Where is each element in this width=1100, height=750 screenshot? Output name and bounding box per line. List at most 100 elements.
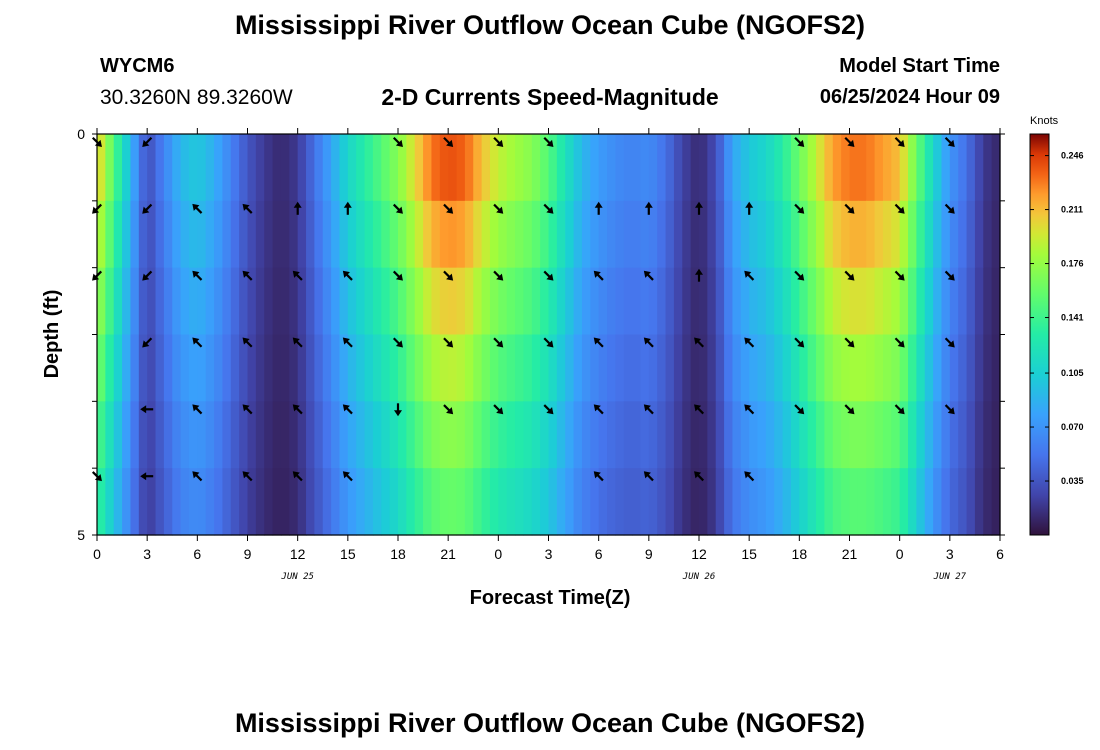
heatmap-cell xyxy=(398,401,407,469)
heatmap-cell xyxy=(757,267,767,336)
heatmap-cell xyxy=(306,200,315,269)
heatmap-cell xyxy=(657,468,667,536)
current-arrow xyxy=(192,337,203,348)
heatmap-cell xyxy=(197,267,207,336)
heatmap-cell xyxy=(573,267,583,336)
x-tick-label: 0 xyxy=(93,546,101,562)
current-arrow xyxy=(443,203,454,214)
heatmap-cell xyxy=(866,134,876,202)
heatmap-cell xyxy=(364,334,374,402)
heatmap-cell xyxy=(147,200,157,269)
heatmap-cell xyxy=(247,468,257,536)
heatmap-cell xyxy=(556,468,566,536)
heatmap-cell xyxy=(924,468,934,536)
heatmap-cell xyxy=(180,468,190,536)
arrow-head xyxy=(343,201,352,208)
x-tick-label: 15 xyxy=(741,546,757,562)
heatmap-cell xyxy=(180,334,190,402)
heatmap-cell xyxy=(774,267,784,336)
heatmap-cell xyxy=(264,267,274,336)
heatmap-cell xyxy=(188,334,198,402)
heatmap-cell xyxy=(607,468,616,536)
heatmap-cell xyxy=(556,134,566,202)
heatmap-cell xyxy=(205,200,215,269)
heatmap-cell xyxy=(406,334,416,402)
heatmap-cell xyxy=(214,468,224,536)
heatmap-cell xyxy=(548,134,558,202)
heatmap-cell xyxy=(247,267,257,336)
current-arrow xyxy=(192,471,203,482)
arrow-head xyxy=(847,407,855,415)
arrow-head xyxy=(292,471,300,479)
arrow-head xyxy=(847,340,855,348)
heatmap-cells xyxy=(97,134,1001,536)
colorbar-tick-label: 0.211 xyxy=(1061,205,1083,215)
heatmap-cell xyxy=(456,200,466,269)
heatmap-cell xyxy=(163,334,173,402)
heatmap-cell xyxy=(607,334,616,402)
arrow-head xyxy=(744,270,752,278)
heatmap-cell xyxy=(590,401,600,469)
heatmap-cell xyxy=(581,200,591,269)
arrow-head xyxy=(744,471,752,479)
heatmap-cell xyxy=(916,267,926,336)
heatmap-cell xyxy=(573,468,583,536)
heatmap-cell xyxy=(155,401,165,469)
current-arrow xyxy=(543,270,554,281)
heatmap-cell xyxy=(423,468,433,536)
heatmap-cell xyxy=(573,401,583,469)
current-arrow xyxy=(794,337,805,348)
heatmap-cell xyxy=(147,468,157,536)
arrow-head xyxy=(496,340,504,348)
heatmap-cell xyxy=(874,134,884,202)
heatmap-cell xyxy=(222,134,232,202)
heatmap-cell xyxy=(849,401,859,469)
heatmap-cell xyxy=(849,334,859,402)
heatmap-cell xyxy=(958,334,968,402)
heatmap-cell xyxy=(163,468,173,536)
heatmap-cell xyxy=(632,267,642,336)
heatmap-cell xyxy=(949,401,959,469)
heatmap-cell xyxy=(197,334,207,402)
heatmap-cell xyxy=(155,134,165,202)
heatmap-cell xyxy=(841,134,851,202)
heatmap-cell xyxy=(682,267,692,336)
heatmap-cell xyxy=(581,134,591,202)
current-arrow xyxy=(142,270,153,281)
heatmap-cell xyxy=(473,468,483,536)
heatmap-cell xyxy=(690,200,700,269)
heatmap-cell xyxy=(824,200,834,269)
arrow-head xyxy=(546,206,554,214)
heatmap-cell xyxy=(531,200,541,269)
heatmap-cell xyxy=(740,468,750,536)
arrow-head xyxy=(446,139,454,147)
heatmap-cell xyxy=(882,401,892,469)
heatmap-cell xyxy=(774,401,784,469)
heatmap-cell xyxy=(966,334,976,402)
heatmap-cell xyxy=(381,134,391,202)
heatmap-cell xyxy=(857,401,867,469)
heatmap-cell xyxy=(272,401,282,469)
heatmap-cell xyxy=(322,134,332,202)
heatmap-cell xyxy=(306,134,315,202)
heatmap-cell xyxy=(356,134,366,202)
heatmap-cell xyxy=(673,334,683,402)
heatmap-cell xyxy=(949,200,959,269)
heatmap-cell xyxy=(331,334,341,402)
heatmap-cell xyxy=(138,200,148,269)
heatmap-cell xyxy=(473,401,483,469)
heatmap-cell xyxy=(765,200,775,269)
heatmap-cell xyxy=(356,267,366,336)
heatmap-cell xyxy=(991,334,1001,402)
heatmap-cell xyxy=(657,334,667,402)
heatmap-cell xyxy=(97,267,106,336)
current-arrow xyxy=(443,270,454,281)
heatmap-cell xyxy=(740,200,750,269)
heatmap-cell xyxy=(807,200,817,269)
heatmap-cell xyxy=(130,267,140,336)
current-arrow xyxy=(392,270,403,281)
heatmap-cell xyxy=(448,468,458,536)
heatmap-cell xyxy=(389,200,399,269)
heatmap-cell xyxy=(707,200,717,269)
